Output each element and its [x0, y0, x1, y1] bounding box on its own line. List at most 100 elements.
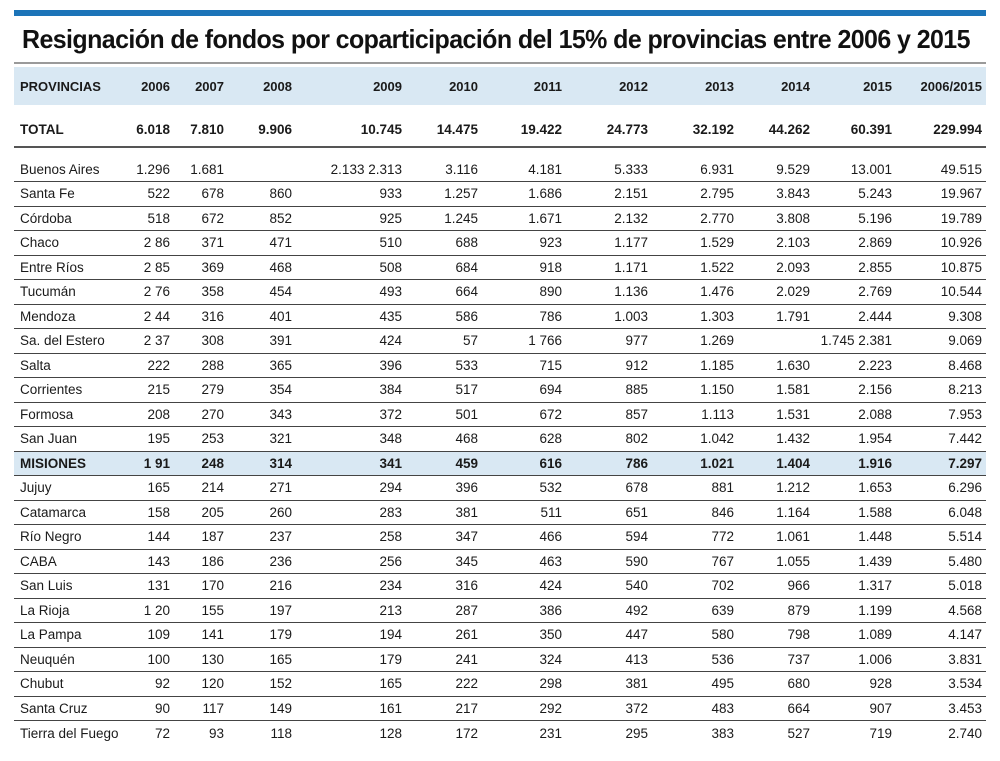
cell-value: 234 — [296, 573, 406, 599]
cell-value: 186 — [174, 549, 228, 574]
cell-value: 314 — [228, 451, 296, 476]
cell-value: 396 — [406, 475, 482, 501]
cell-value: 308 — [174, 328, 228, 354]
cell-value: 358 — [174, 279, 228, 305]
cell-value: 213 — [296, 598, 406, 623]
cell-value: 492 — [566, 598, 652, 623]
cell-value: 2.132 — [566, 206, 652, 231]
cell-value: 1.531 — [738, 402, 814, 427]
cell-value: 19.967 — [896, 181, 986, 207]
cell-value: 324 — [482, 647, 566, 672]
top-accent-bar — [14, 10, 986, 16]
table-row: Jujuy 165 214 271 294 396 532 678 881 1.212 1.653 6… — [14, 475, 986, 501]
row-label: La Pampa — [14, 622, 122, 648]
cell-value: 7.810 — [174, 113, 228, 148]
cell-value: 1.003 — [566, 304, 652, 329]
cell-value: 117 — [174, 696, 228, 721]
cell-value: 321 — [228, 426, 296, 452]
cell-value: 10.926 — [896, 230, 986, 256]
cell-value: 639 — [652, 598, 738, 623]
cell-value: 158 — [122, 500, 174, 525]
cell-value: 217 — [406, 696, 482, 721]
cell-value: 215 — [122, 377, 174, 403]
cell-value: 19.789 — [896, 206, 986, 231]
cell-value: 241 — [406, 647, 482, 672]
cell-value: 13.001 — [814, 157, 896, 182]
row-label: Catamarca — [14, 500, 122, 525]
cell-value: 680 — [738, 671, 814, 697]
highlighted-row: MISIONES 1 91 248 314 341 459 616 786 1.021 1.404… — [14, 451, 986, 476]
cell-value: 2.869 — [814, 230, 896, 256]
cell-value: 258 — [296, 524, 406, 550]
cell-value: 852 — [228, 206, 296, 231]
cell-value: 459 — [406, 451, 482, 476]
table-row: Corrientes 215 279 354 384 517 694 885 1.150 1.58… — [14, 377, 986, 403]
cell-value: 6.048 — [896, 500, 986, 525]
cell-value: 424 — [296, 328, 406, 354]
cell-value: 454 — [228, 279, 296, 305]
row-label: Neuquén — [14, 647, 122, 672]
row-label: Chubut — [14, 671, 122, 697]
cell-value: 90 — [122, 696, 174, 721]
cell-value: 343 — [228, 402, 296, 427]
cell-value: 161 — [296, 696, 406, 721]
cell-value: 1.653 — [814, 475, 896, 501]
cell-value: 786 — [566, 451, 652, 476]
row-spacer — [14, 147, 986, 157]
cell-value: 229.994 — [896, 113, 986, 148]
cell-value: 6.296 — [896, 475, 986, 501]
cell-value: 424 — [482, 573, 566, 599]
column-header-2006-2015: 2006/2015 — [920, 78, 982, 94]
cell-value: 527 — [787, 725, 810, 741]
cell-value: 5.243 — [814, 181, 896, 207]
table-row: Mendoza 2 44 316 401 435 586 786 1.003 1.303 1.79… — [14, 304, 986, 329]
cell-value: 345 — [406, 549, 482, 574]
cell-value: 401 — [228, 304, 296, 329]
header-row: PROVINCIAS 2006 2007 2008 2009 2010 2011 2012 20… — [14, 67, 986, 105]
cell-value: 222 — [122, 353, 174, 378]
cell-value: 2.088 — [814, 402, 896, 427]
cell-value: 222 — [406, 671, 482, 697]
row-label: Entre Ríos — [14, 255, 122, 280]
cell-value: 1.630 — [738, 353, 814, 378]
table-row: La Rioja 1 20 155 197 213 287 386 492 639 879 1.19… — [14, 598, 986, 623]
cell-value: 9.069 — [896, 328, 986, 354]
cell-value: 860 — [228, 181, 296, 207]
table-row: Catamarca 158 205 260 283 381 511 651 846 1.164 1.… — [14, 500, 986, 525]
cell-value: 468 — [406, 426, 482, 452]
table-title: Resignación de fondos por coparticipació… — [22, 24, 971, 54]
cell-value: 1.681 — [174, 157, 228, 182]
cell-value: 1.089 — [814, 622, 896, 648]
total-row: TOTAL 6.018 7.810 9.906 10.745 14.475 19.422 24… — [14, 113, 986, 148]
cell-value: 616 — [482, 451, 566, 476]
cell-value: 214 — [174, 475, 228, 501]
cell-value: 1.954 — [814, 426, 896, 452]
cell-value: 772 — [652, 524, 738, 550]
row-label: Formosa — [14, 402, 122, 427]
cell-value: 256 — [296, 549, 406, 574]
row-spacer — [14, 105, 986, 113]
cell-value: 165 — [122, 475, 174, 501]
cell-value: 279 — [174, 377, 228, 403]
cell-value: 248 — [174, 451, 228, 476]
cell-value: 10.544 — [896, 279, 986, 305]
cell-value: 928 — [814, 671, 896, 697]
cell-value: 495 — [652, 671, 738, 697]
cell-value: 5.480 — [896, 549, 986, 574]
cell-value: 2.855 — [814, 255, 896, 280]
table-row: Tierra del Fuego 72 93 118 128 172 231 295 383 52… — [14, 721, 986, 746]
cell-value: 384 — [296, 377, 406, 403]
cell-value: 386 — [482, 598, 566, 623]
cell-value: 594 — [566, 524, 652, 550]
cell-value: 881 — [652, 475, 738, 501]
cell-value: 131 — [122, 573, 174, 599]
column-header-2009: 2009 — [373, 78, 402, 94]
cell-value: 1 766 — [482, 328, 566, 354]
table-row: Tucumán 2 76 358 454 493 664 890 1.136 1.476 2.02… — [14, 279, 986, 305]
row-label: Santa Cruz — [14, 696, 122, 721]
cell-value: 918 — [482, 255, 566, 280]
cell-value: 128 — [379, 725, 402, 741]
cell-value: 165 — [228, 647, 296, 672]
table-row: Neuquén 100 130 165 179 241 324 413 536 737 1.006 3… — [14, 647, 986, 672]
table-row: Entre Ríos 2 85 369 468 508 684 918 1.171 1.522 2… — [14, 255, 986, 280]
